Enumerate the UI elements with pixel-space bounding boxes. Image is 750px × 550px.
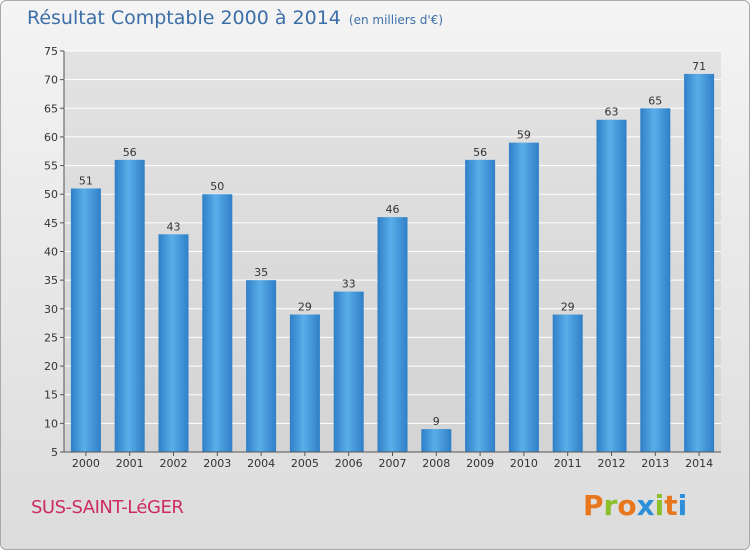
x-tick-label: 2007 (379, 457, 407, 470)
bar (421, 429, 452, 452)
data-label: 29 (298, 301, 312, 314)
x-tick-label: 2006 (335, 457, 363, 470)
chart-title-text: Résultat Comptable 2000 à 2014 (27, 7, 341, 29)
data-label: 59 (517, 129, 531, 142)
data-label: 29 (561, 301, 575, 314)
data-label: 56 (123, 146, 137, 159)
bar (158, 234, 189, 452)
proxiti-logo: Proxiti (583, 489, 687, 522)
logo-letter: x (636, 489, 655, 522)
bars: 51 56 43 50 35 29 33 46 9 56 59 29 63 65 71 (70, 60, 715, 453)
x-tick-label: 2013 (641, 457, 669, 470)
chart-subtitle: (en milliers d'€) (348, 13, 444, 27)
y-tick-label: 5 (51, 446, 58, 459)
bar (377, 217, 408, 452)
bar (246, 280, 277, 452)
x-tick-label: 2004 (247, 457, 275, 470)
y-tick-label: 30 (44, 303, 58, 316)
logo-letter: i (654, 489, 665, 522)
x-tick-label: 2012 (598, 457, 626, 470)
chart-title: Résultat Comptable 2000 à 2014 (en millie… (27, 7, 443, 29)
y-tick-label: 75 (44, 45, 58, 58)
x-tick-label: 2008 (422, 457, 450, 470)
bar (289, 314, 320, 452)
y-tick-label: 10 (44, 417, 58, 430)
logo-letter: o (617, 489, 637, 522)
y-tick-label: 55 (44, 160, 58, 173)
y-tick-label: 25 (44, 331, 58, 344)
x-tick-label: 2014 (685, 457, 713, 470)
x-tick-label: 2001 (116, 457, 144, 470)
y-tick-label: 50 (44, 188, 58, 201)
data-label: 50 (210, 180, 224, 193)
y-tick-label: 40 (44, 246, 58, 259)
x-tick-label: 2011 (554, 457, 582, 470)
x-tick-label: 2009 (466, 457, 494, 470)
y-tick-label: 45 (44, 217, 58, 230)
bar (552, 314, 583, 452)
data-label: 71 (692, 60, 706, 73)
logo-letter: r (603, 489, 618, 522)
x-tick-label: 2010 (510, 457, 538, 470)
data-label: 35 (254, 266, 268, 279)
bar (333, 291, 364, 452)
y-tick-label: 35 (44, 274, 58, 287)
y-tick-label: 65 (44, 102, 58, 115)
data-label: 46 (386, 203, 400, 216)
bar (465, 159, 496, 453)
logo-letter: i (677, 489, 688, 522)
data-label: 51 (79, 174, 93, 187)
x-tick-label: 2003 (203, 457, 231, 470)
data-label: 63 (605, 106, 619, 119)
logo-letter: P (583, 489, 604, 522)
bar (596, 119, 627, 452)
data-label: 56 (473, 146, 487, 159)
bar (202, 194, 233, 452)
bar (70, 188, 101, 452)
bar (684, 73, 715, 453)
data-label: 33 (342, 278, 356, 291)
data-label: 65 (648, 94, 662, 107)
x-tick-label: 2005 (291, 457, 319, 470)
y-tick-label: 60 (44, 131, 58, 144)
logo-letter: t (664, 489, 678, 522)
y-tick-label: 20 (44, 360, 58, 373)
data-label: 9 (433, 415, 440, 428)
data-label: 43 (167, 220, 181, 233)
bar (114, 159, 145, 453)
axes: 5 10 15 20 25 30 35 40 45 50 55 60 65 70 75 2000 2001 200… (44, 45, 721, 470)
x-tick-label: 2002 (160, 457, 188, 470)
town-name: SUS-SAINT-LéGER (31, 497, 184, 518)
x-tick-label: 2000 (72, 457, 100, 470)
bar (508, 142, 539, 452)
y-tick-label: 70 (44, 74, 58, 87)
bar (640, 108, 671, 453)
y-tick-label: 15 (44, 389, 58, 402)
